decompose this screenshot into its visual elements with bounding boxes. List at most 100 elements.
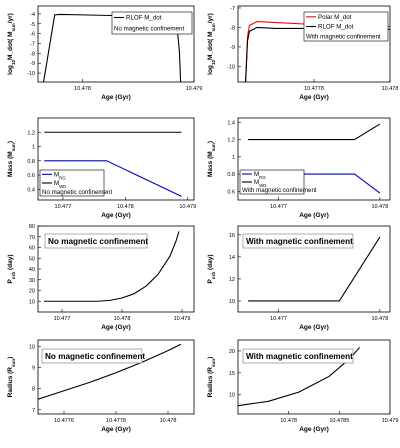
x-tick-label: 10.478 bbox=[280, 418, 297, 424]
y-axis-label: Porb (day) bbox=[207, 254, 216, 283]
y-tick-label: 20 bbox=[229, 349, 235, 355]
chart-panel-8: 10.478 10.4785 10.479 20 15 10 Age (Gyr) Radius… bbox=[207, 339, 399, 433]
y-tick-label: 10 bbox=[29, 299, 35, 305]
x-tick-label: 10.478 bbox=[114, 316, 131, 322]
x-axis-label: Age (Gyr) bbox=[101, 212, 131, 219]
y-tick-label: 60 bbox=[29, 246, 35, 252]
x-tick-label: 10.4778 bbox=[304, 86, 324, 92]
x-axis-label: Age (Gyr) bbox=[299, 94, 329, 101]
annotation-label: With magnetic confinement bbox=[246, 237, 353, 246]
legend-entry: MRG bbox=[254, 171, 266, 180]
chart-panel-6: 10.477 10.478 16 14 12 10 Age (Gyr) Porb (day) W… bbox=[207, 225, 391, 331]
annotation-label: No magnetic confinement bbox=[48, 237, 148, 246]
legend-entry: With magnetic confinement bbox=[242, 187, 317, 194]
x-axis-label: Age (Gyr) bbox=[299, 426, 329, 433]
legend-entry: RLOF M_dot bbox=[318, 24, 354, 31]
x-axis-label: Age (Gyr) bbox=[101, 94, 131, 101]
x-tick-label: 10.477 bbox=[270, 316, 287, 322]
y-tick-label: -8 bbox=[230, 25, 235, 31]
chart-panel-4: 10.477 10.478 1.4 1.2 1 0.8 0.6 Age (Gyr) Mass (… bbox=[207, 117, 391, 219]
x-tick-label: 10.478 bbox=[371, 204, 388, 210]
x-tick-label: 10.479 bbox=[382, 418, 399, 424]
y-tick-label: 15 bbox=[229, 371, 235, 377]
legend-entry: RLOF M_dot bbox=[126, 15, 162, 22]
y-tick-label: 70 bbox=[29, 235, 35, 241]
y-tick-label: -9 bbox=[230, 45, 235, 51]
y-tick-label: -5 bbox=[30, 22, 35, 28]
x-axis-label: Age (Gyr) bbox=[299, 212, 329, 219]
y-tick-label: -4 bbox=[30, 12, 35, 18]
y-axis-label: Radius (Rsun) bbox=[7, 357, 16, 398]
y-axis-label: Mass (Msun) bbox=[207, 141, 216, 177]
annotation-label: With magnetic confinement bbox=[246, 352, 353, 361]
y-tick-label: 0.4 bbox=[27, 187, 35, 193]
chart-panel-1: 10.478 10.479 -4 -5 -6 -7 -8 -9 -10 Age (Gyr) log1… bbox=[7, 5, 203, 101]
legend-box bbox=[303, 11, 389, 42]
x-tick-label: 10.479 bbox=[186, 86, 203, 92]
series-line-mrg bbox=[44, 160, 182, 197]
y-tick-label: -9 bbox=[30, 61, 35, 67]
legend-entry: No magnetic confinement bbox=[42, 189, 112, 196]
x-axis-label: Age (Gyr) bbox=[101, 324, 131, 331]
y-tick-label: 10 bbox=[229, 299, 235, 305]
y-tick-label: 50 bbox=[29, 256, 35, 262]
x-tick-label: 10.477 bbox=[270, 204, 287, 210]
series-line-main bbox=[248, 236, 381, 302]
y-tick-label: 0.8 bbox=[227, 172, 235, 178]
y-tick-label: 10 bbox=[229, 393, 235, 399]
series-line-main bbox=[44, 231, 180, 302]
chart-panel-2: 10.4778 10.478 -7 -8 -9 -10 Age (Gyr) log10M_do… bbox=[207, 5, 399, 101]
annotation-box bbox=[44, 233, 148, 249]
y-tick-label: 1 bbox=[232, 155, 235, 161]
x-tick-label: 10.4785 bbox=[329, 418, 349, 424]
y-tick-label: -7 bbox=[230, 6, 235, 12]
y-tick-label: 20 bbox=[29, 289, 35, 295]
legend-box bbox=[111, 11, 193, 35]
y-tick-label: 1.2 bbox=[27, 130, 35, 136]
y-axis-label: log10M_dot( Msun/yr) bbox=[207, 13, 216, 75]
chart-panel-3: 10.477 10.478 10.479 1.2 1 0.8 0.6 0.4 Age (Gyr)… bbox=[7, 117, 196, 219]
y-tick-label: 0.6 bbox=[227, 189, 235, 195]
x-tick-label: 10.479 bbox=[179, 204, 196, 210]
y-tick-label: 30 bbox=[29, 278, 35, 284]
x-tick-label: 10.4776 bbox=[54, 418, 74, 424]
y-tick-label: -7 bbox=[30, 42, 35, 48]
legend-entry: Polar M_dot bbox=[318, 14, 352, 21]
annotation-label: No magnetic confinement bbox=[45, 352, 145, 361]
annotation-box bbox=[41, 348, 143, 364]
y-axis-label: Mass (Msun) bbox=[7, 141, 16, 177]
x-tick-label: 10.477 bbox=[55, 204, 72, 210]
y-tick-label: 0.6 bbox=[27, 173, 35, 179]
legend-entry: No magnetic confinement bbox=[114, 26, 184, 33]
series-line-main bbox=[38, 343, 182, 400]
y-tick-label: 1.2 bbox=[227, 138, 235, 144]
y-tick-label: 9 bbox=[32, 365, 35, 371]
x-tick-label: 10.477 bbox=[54, 316, 71, 322]
y-tick-label: 16 bbox=[229, 233, 235, 239]
legend-entry: MWD bbox=[254, 179, 266, 188]
x-tick-label: 10.478 bbox=[382, 86, 399, 92]
series-line-mwd bbox=[248, 123, 381, 141]
y-tick-label: 12 bbox=[229, 277, 235, 283]
annotation-box bbox=[242, 348, 354, 364]
legend-entry: MRG bbox=[54, 172, 66, 181]
y-axis-label: Radius (Rsun) bbox=[207, 357, 216, 398]
y-tick-label: -10 bbox=[27, 71, 35, 77]
y-tick-label: -8 bbox=[30, 51, 35, 57]
x-tick-label: 10.478 bbox=[160, 418, 177, 424]
y-tick-label: 14 bbox=[229, 255, 235, 261]
chart-panel-5: 10.477 10.478 10.479 80 70 60 50 40 30 20 10 Age (G… bbox=[7, 224, 195, 331]
y-tick-label: 80 bbox=[29, 224, 35, 230]
y-tick-label: 1.4 bbox=[227, 120, 235, 126]
annotation-box bbox=[242, 233, 354, 249]
y-tick-label: -10 bbox=[227, 64, 235, 70]
x-tick-label: 10.478 bbox=[117, 204, 134, 210]
y-axis-label: log10M_dot( Msun/yr) bbox=[7, 13, 16, 75]
x-tick-label: 10.4778 bbox=[106, 418, 126, 424]
chart-panel-7: 10.4776 10.4778 10.478 10 9 8 7 Age (Gyr) Radius… bbox=[7, 339, 195, 433]
legend-entry: MWD bbox=[54, 180, 66, 189]
y-tick-label: 8 bbox=[32, 387, 35, 393]
y-tick-label: 1 bbox=[32, 145, 35, 151]
legend-entry: With magnetic confinement bbox=[306, 33, 381, 40]
